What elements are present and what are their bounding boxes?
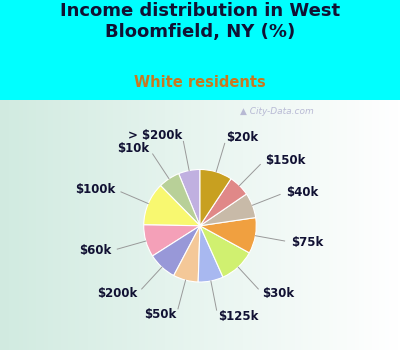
- Wedge shape: [200, 169, 231, 226]
- Wedge shape: [200, 226, 249, 277]
- Text: > $200k: > $200k: [128, 129, 182, 142]
- Wedge shape: [200, 179, 246, 226]
- Text: ▲ City-Data.com: ▲ City-Data.com: [240, 107, 314, 116]
- Wedge shape: [179, 169, 200, 226]
- Text: $20k: $20k: [226, 131, 259, 144]
- Wedge shape: [174, 226, 200, 282]
- Text: $40k: $40k: [286, 186, 318, 199]
- Text: $60k: $60k: [79, 244, 111, 257]
- Text: $200k: $200k: [97, 287, 138, 300]
- Wedge shape: [152, 226, 200, 275]
- Text: $100k: $100k: [75, 183, 115, 196]
- Text: Income distribution in West
Bloomfield, NY (%): Income distribution in West Bloomfield, …: [60, 2, 340, 41]
- Text: $50k: $50k: [144, 308, 176, 321]
- Wedge shape: [160, 174, 200, 226]
- Text: White residents: White residents: [134, 75, 266, 90]
- Wedge shape: [198, 226, 223, 282]
- Wedge shape: [144, 186, 200, 226]
- Text: $30k: $30k: [262, 287, 295, 300]
- Wedge shape: [200, 218, 256, 253]
- Text: $125k: $125k: [218, 310, 258, 323]
- Wedge shape: [200, 194, 256, 226]
- Text: $150k: $150k: [265, 154, 305, 167]
- Text: $75k: $75k: [291, 236, 323, 248]
- Wedge shape: [144, 225, 200, 256]
- Text: $10k: $10k: [117, 142, 149, 155]
